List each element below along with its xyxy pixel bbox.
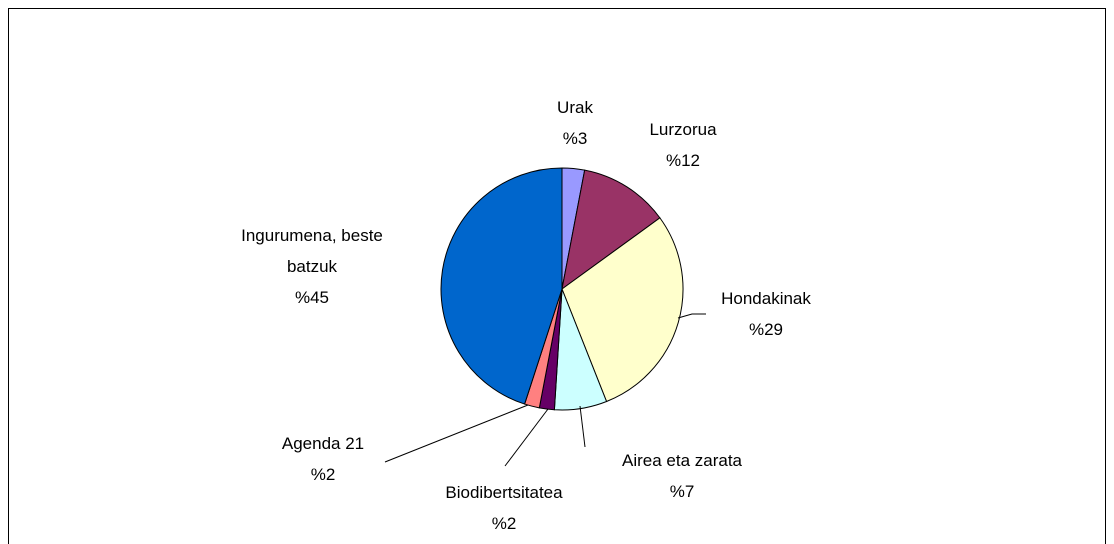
slice-value: %12 (665, 151, 701, 170)
slice-name: Lurzorua (649, 120, 717, 139)
leader-line (504, 408, 549, 467)
slice-name: Agenda 21 (281, 434, 365, 453)
slice-name: Urak (557, 98, 593, 117)
slice-value: %29 (748, 320, 784, 339)
slice-value: %2 (491, 514, 517, 533)
leader-line (579, 405, 586, 448)
slice-name: Ingurumena, beste batzuk (241, 226, 383, 276)
slice-label: Biodibertsitatea %2 (404, 477, 604, 539)
pie-slice (561, 217, 684, 403)
slice-name: Biodibertsitatea (445, 483, 563, 502)
slice-label: Airea eta zarata %7 (592, 445, 772, 507)
leader-line (677, 313, 706, 319)
pie-slice (561, 169, 661, 291)
slice-label: Urak %3 (515, 92, 635, 154)
pie-slice (440, 167, 563, 405)
slice-label: Agenda 21 %2 (253, 428, 393, 490)
frame (8, 8, 1106, 544)
slice-value: %45 (294, 288, 330, 307)
slice-value: %7 (669, 482, 695, 501)
slice-label: Hondakinak %29 (696, 283, 836, 345)
slice-label: Ingurumena, beste batzuk %45 (225, 220, 400, 313)
slice-value: %2 (310, 465, 336, 484)
leader-line (384, 404, 529, 463)
slice-value: %3 (562, 129, 588, 148)
slice-label: Lurzorua %12 (613, 114, 753, 176)
slice-name: Hondakinak (721, 289, 811, 308)
slice-name: Airea eta zarata (621, 451, 742, 470)
